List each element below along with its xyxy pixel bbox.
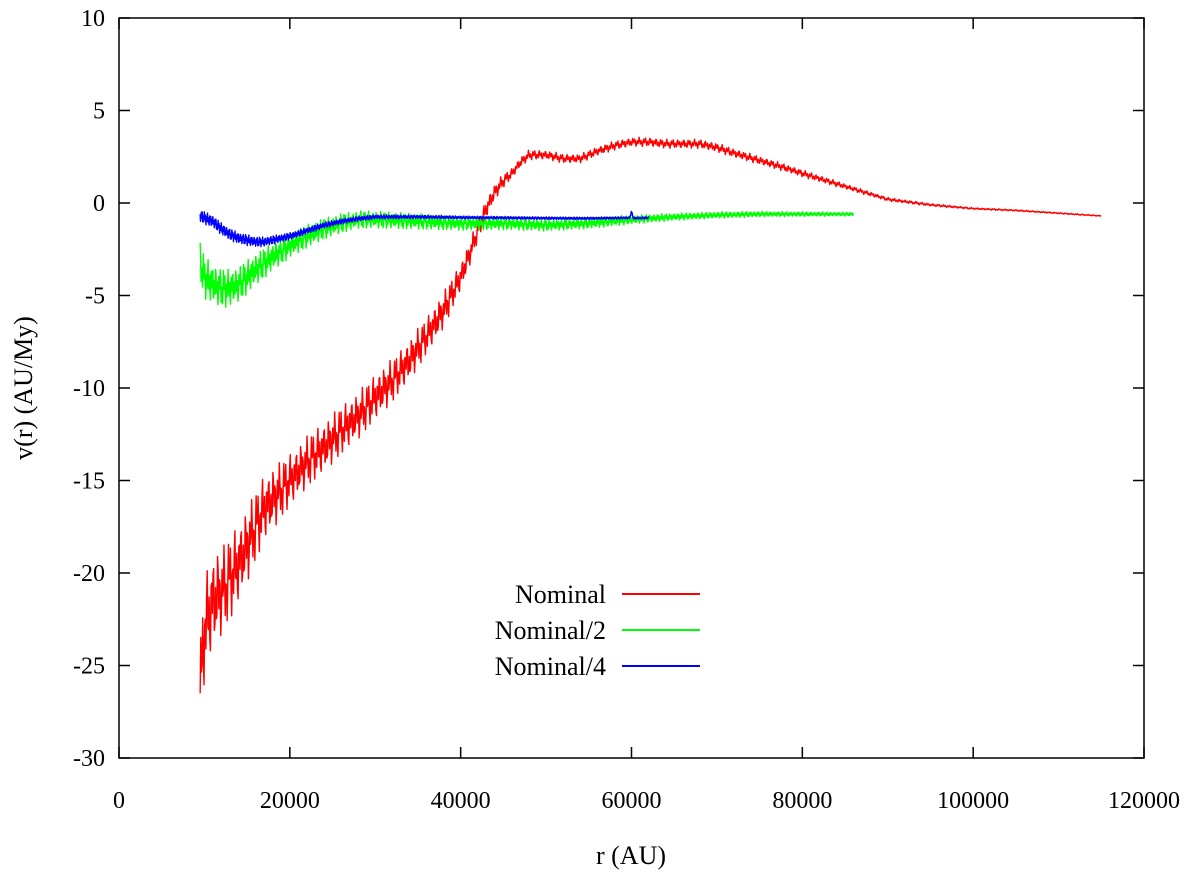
series-line-nominal-2 bbox=[199, 210, 855, 308]
y-tick-label: -30 bbox=[73, 746, 105, 772]
x-tick-label: 100000 bbox=[937, 788, 1009, 814]
legend: Nominal Nominal/2 Nominal/4 bbox=[495, 580, 700, 681]
x-axis-title: r (AU) bbox=[596, 841, 666, 870]
y-tick-label: -20 bbox=[73, 561, 105, 587]
data-series bbox=[199, 136, 1102, 694]
y-tick-label: -10 bbox=[73, 376, 105, 402]
y-tick-label: -5 bbox=[85, 284, 105, 310]
y-tick-label: 10 bbox=[81, 6, 105, 32]
y-tick-label: 5 bbox=[93, 99, 105, 125]
y-tick-label: -25 bbox=[73, 654, 105, 680]
x-tick-label: 20000 bbox=[260, 788, 320, 814]
plot-frame bbox=[118, 17, 1145, 759]
x-tick-label: 0 bbox=[113, 788, 125, 814]
legend-label: Nominal/2 bbox=[495, 616, 606, 645]
x-tick-label: 120000 bbox=[1108, 788, 1180, 814]
x-tick-label: 60000 bbox=[602, 788, 662, 814]
legend-label: Nominal bbox=[515, 580, 606, 609]
y-tick-label: -15 bbox=[73, 469, 105, 495]
axis-ticks: 0 20000 40000 60000 80000 100000 120000 -30 -25 -… bbox=[73, 6, 1180, 814]
x-tick-label: 80000 bbox=[772, 788, 832, 814]
series-line-nominal bbox=[199, 136, 1102, 694]
legend-label: Nominal/4 bbox=[495, 652, 606, 681]
y-tick-label: 0 bbox=[93, 191, 105, 217]
y-axis-title: v(r) (AU/My) bbox=[9, 316, 38, 460]
x-tick-label: 40000 bbox=[431, 788, 491, 814]
series-line-nominal-4 bbox=[199, 210, 650, 248]
